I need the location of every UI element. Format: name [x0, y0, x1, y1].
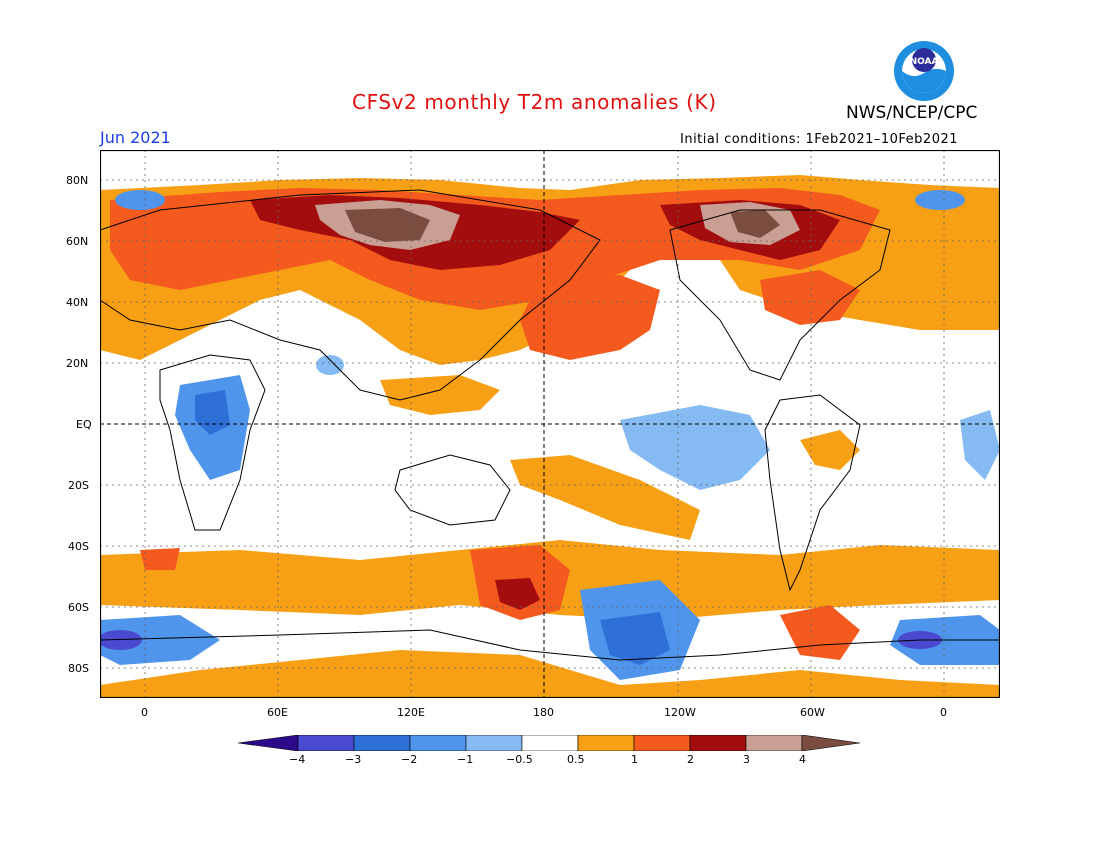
north-america-outline: [669, 209, 891, 381]
tropical-warm-anomalies: [380, 375, 860, 540]
lon-label: 60W: [800, 706, 825, 719]
legend-swatch: [801, 735, 861, 751]
southern-anomalies: [100, 540, 1000, 698]
legend-label: −4: [289, 753, 306, 766]
lon-label: 0: [940, 706, 947, 719]
org-label: NWS/NCEP/CPC: [846, 103, 978, 123]
legend-swatch: [521, 735, 579, 751]
legend-label: −3: [345, 753, 362, 766]
africa-outline: [159, 354, 266, 531]
legend-swatch: [409, 735, 467, 751]
northern-warm-anomalies: [100, 175, 1000, 365]
legend-swatch: [745, 735, 803, 751]
valid-month-label: Jun 2021: [100, 128, 171, 147]
lat-label: 20S: [68, 479, 89, 492]
legend-label: 0.5: [567, 753, 585, 766]
continent-outlines: [100, 189, 1000, 661]
lat-label: 80N: [66, 174, 89, 187]
antarctica-outline: [100, 629, 1000, 661]
lon-label: 120W: [664, 706, 696, 719]
australia-outline: [394, 454, 511, 526]
lat-label: 60S: [68, 601, 89, 614]
noaa-logo: NOAA: [894, 41, 954, 101]
lat-label: 40S: [68, 540, 89, 553]
legend-label: 3: [743, 753, 750, 766]
lat-label: 60N: [66, 235, 89, 248]
legend-label: −0.5: [506, 753, 533, 766]
lat-label: EQ: [76, 418, 92, 431]
map-title: CFSv2 monthly T2m anomalies (K): [352, 90, 717, 114]
initial-conditions-label: Initial conditions: 1Feb2021–10Feb2021: [680, 132, 959, 147]
anomaly-map: [100, 150, 1000, 698]
lat-label: 20N: [66, 357, 89, 370]
south-america-outline: [764, 394, 861, 592]
legend-label: −2: [401, 753, 418, 766]
legend-swatch: [633, 735, 691, 751]
lon-label: 60E: [267, 706, 288, 719]
map-grid: [100, 150, 1000, 698]
lat-label: 80S: [68, 662, 89, 675]
map-frame: [100, 150, 1000, 698]
legend-swatch: [353, 735, 411, 751]
lat-label: 40N: [66, 296, 89, 309]
legend-swatch: [297, 735, 355, 751]
legend-swatch: [238, 735, 299, 751]
legend-label: 1: [631, 753, 638, 766]
legend-label: 4: [799, 753, 806, 766]
legend-swatch: [577, 735, 635, 751]
lon-label: 0: [141, 706, 148, 719]
lon-label: 180: [533, 706, 554, 719]
legend-swatch: [465, 735, 523, 751]
tropical-cold-anomalies: [175, 375, 1000, 490]
eurasia-outline: [100, 189, 601, 401]
legend-label: 2: [687, 753, 694, 766]
legend-label: −1: [457, 753, 474, 766]
noaa-logo-text: NOAA: [910, 57, 939, 67]
color-legend: [238, 735, 861, 751]
lon-label: 120E: [397, 706, 425, 719]
legend-swatch: [689, 735, 747, 751]
northern-cold-anomalies: [115, 190, 965, 375]
